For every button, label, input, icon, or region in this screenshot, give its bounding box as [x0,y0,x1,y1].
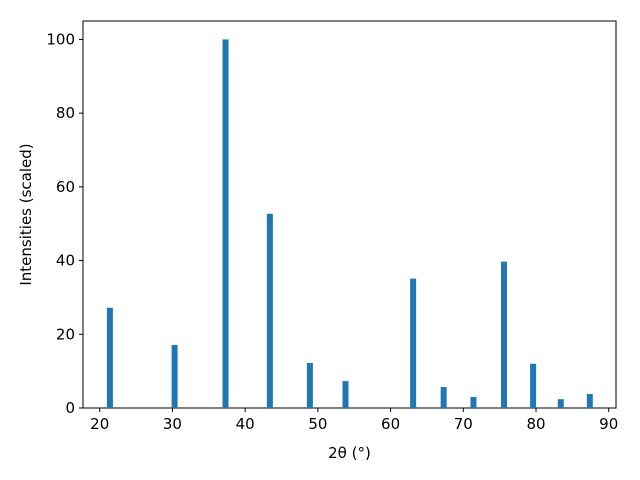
bar [342,381,349,408]
x-tick-label: 80 [526,415,545,433]
y-axis-label: Intensities (scaled) [17,143,35,285]
bar [501,261,508,408]
plot-frame [82,20,617,409]
y-tick-label: 40 [56,252,75,270]
bar [440,386,447,408]
x-tick-label: 20 [90,415,109,433]
bar [306,363,313,408]
x-tick-label: 50 [308,415,327,433]
bar [171,344,178,408]
x-tick-label: 60 [381,415,400,433]
x-tick-label: 90 [599,415,618,433]
x-tick-label: 70 [454,415,473,433]
bar [222,39,229,409]
y-tick-label: 80 [56,104,75,122]
bar [470,396,477,408]
x-axis-label: 2θ (°) [328,444,371,462]
bar [266,213,273,408]
y-tick-label: 100 [46,30,75,48]
bar [106,307,113,408]
x-tick-label: 40 [236,415,255,433]
y-tick-label: 60 [56,178,75,196]
x-tick-label: 30 [163,415,182,433]
y-tick-label: 20 [56,325,75,343]
bar [410,278,417,408]
bar [557,399,564,408]
bar [530,363,537,408]
y-tick-label: 0 [65,399,75,417]
bar [586,393,593,408]
